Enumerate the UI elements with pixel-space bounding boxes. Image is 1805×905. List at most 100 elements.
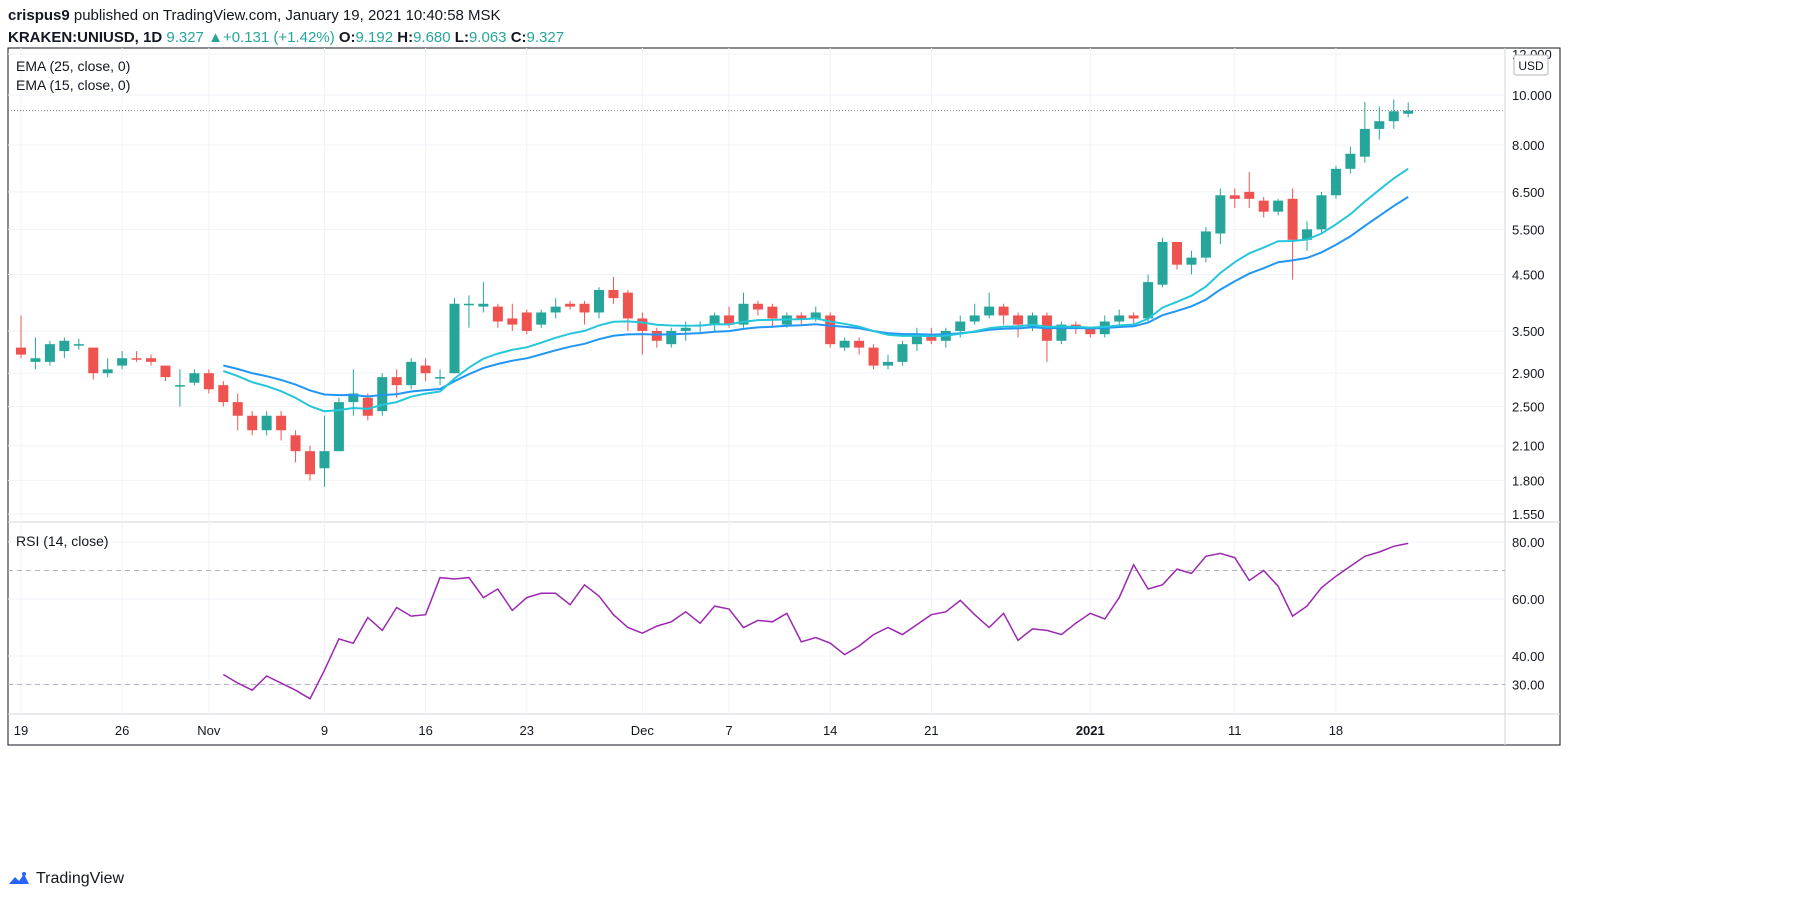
candle [1128,312,1139,325]
candle [492,303,503,328]
candle-body [998,306,1009,316]
candle-body [1229,195,1240,199]
candle [362,393,373,421]
candle-body [868,347,879,366]
candle [969,303,980,325]
candle-body [1316,195,1327,230]
candle-body [897,344,908,362]
ema15-legend: EMA (15, close, 0) [16,77,130,93]
candle [406,358,417,390]
candle-body [796,315,807,319]
candle [189,369,200,386]
candle-body [594,289,604,313]
candle-body [752,303,763,310]
candle-body [333,402,344,452]
candle-body [1172,241,1182,265]
candle [709,312,720,331]
publish-info: crispus9 published on TradingView.com, J… [8,7,501,24]
candle [435,369,446,386]
candle-body [767,306,778,319]
candle-body [1287,198,1298,240]
high-value: 9.680 [413,29,451,46]
rsi-legend: RSI (14, close) [16,533,109,549]
candle-body [73,344,84,346]
x-tick-label: 7 [725,723,732,738]
candle [1244,171,1255,208]
y-tick-label: 8.000 [1512,138,1545,153]
candle-body [478,303,489,307]
candle-body [1403,110,1414,114]
candle-body [117,358,128,366]
high-label: H: [397,29,414,46]
candle [521,309,532,335]
candle-body [261,415,272,431]
candle-body [1085,327,1096,335]
tradingview-logo[interactable]: TradingView [8,870,124,888]
y-tick-label: 4.500 [1512,267,1545,282]
currency-badge [1513,54,1549,76]
rsi-line [222,542,1409,700]
candle-body [1013,315,1024,325]
candle-body [435,377,446,379]
candle-body [59,340,70,352]
x-tick-label: 11 [1228,723,1242,738]
candle-body [1359,128,1370,157]
x-tick-label: Nov [197,723,221,738]
y-tick-label: 6.500 [1512,185,1545,200]
brand-name: TradingView [36,870,125,887]
candle-body [102,369,113,374]
candle-body [883,361,893,366]
y-tick-label: 2.900 [1512,366,1545,381]
candle-body [1258,200,1269,212]
candle [565,300,576,310]
y-tick-label: 1.550 [1512,507,1545,522]
candle [305,445,315,481]
candle [1143,274,1154,322]
candle-body [131,358,142,360]
published-text: published on TradingView.com, January 19… [73,7,501,24]
candle [290,430,301,463]
candle-body [1200,231,1211,258]
candle [102,358,113,378]
candle [30,337,41,370]
up-arrow-icon: ▲ [208,29,223,46]
rsi-tick-label: 30.00 [1512,678,1545,693]
candle-body [218,385,229,403]
candle [131,351,142,362]
candle [1287,188,1298,280]
candle-body [709,315,720,325]
candle-body [565,303,576,307]
candle-body [30,358,41,362]
candle-body [1027,315,1038,328]
candle [160,365,171,382]
price-change: +0.131 (+1.42%) [222,29,335,46]
candle-body [174,385,185,387]
author-name[interactable]: crispus9 [8,7,70,24]
last-price: 9.327 [166,29,204,46]
candle [319,415,330,487]
candle [174,369,185,407]
candle-body [247,415,258,431]
ema25-legend: EMA (25, close, 0) [16,58,130,74]
x-tick-label: 16 [418,723,432,738]
price-pane [8,53,1505,515]
candle-body [1388,111,1399,122]
candle-body [1215,195,1226,234]
candle [550,298,561,319]
ema25-line [223,196,1409,398]
candle [88,347,99,380]
candle-body [984,306,995,316]
candle [883,354,893,370]
candle-body [1157,241,1168,285]
rsi-tick-label: 40.00 [1512,649,1545,664]
candle-body [622,292,633,319]
candle-body [550,306,561,313]
candle [1316,191,1327,234]
candle-body [362,397,373,416]
y-tick-label: 2.100 [1512,439,1545,454]
candle [825,312,836,348]
candle [911,327,922,352]
candle-body [507,318,518,325]
candle-body [420,365,431,374]
